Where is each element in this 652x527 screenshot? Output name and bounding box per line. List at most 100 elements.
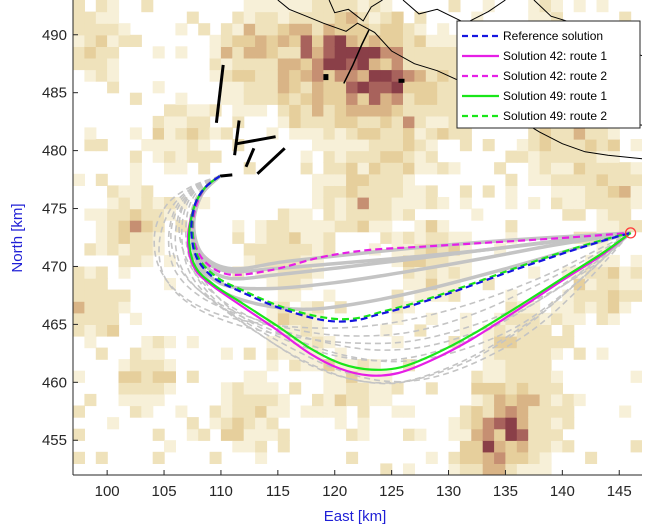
heatmap-cell	[391, 173, 404, 186]
heatmap-cell	[528, 382, 541, 395]
heatmap-cell	[368, 69, 381, 82]
heatmap-cell	[562, 324, 575, 337]
heatmap-cell	[368, 359, 381, 372]
legend: Reference solution Solution 42: route 1 So…	[456, 20, 641, 129]
heatmap-cell	[243, 46, 256, 59]
heatmap-cell	[107, 11, 120, 24]
heatmap-cell	[539, 440, 552, 453]
heatmap-cell	[346, 104, 359, 117]
heatmap-cell	[277, 243, 290, 256]
heatmap-cell	[84, 289, 97, 302]
heatmap-cell	[266, 92, 279, 105]
x-tick-label: 100	[95, 483, 120, 500]
heatmap-cell	[528, 347, 541, 360]
legend-label: Solution 42: route 1	[503, 49, 607, 63]
candidate-routes	[153, 174, 632, 385]
heatmap-cell	[380, 220, 393, 233]
heatmap-cell	[266, 428, 279, 441]
heatmap-cell	[334, 57, 347, 71]
heatmap-cell	[425, 139, 438, 152]
heatmap-cell	[141, 347, 154, 360]
heatmap-cell	[243, 254, 256, 268]
heatmap-cell	[95, 208, 108, 221]
heatmap-cell	[141, 336, 154, 349]
heatmap-cell	[129, 173, 142, 186]
series-solution-42-route-1	[186, 175, 632, 377]
heatmap-cell	[84, 139, 97, 152]
heatmap-cell	[198, 23, 211, 36]
heatmap-cell	[357, 417, 370, 430]
heatmap-cell	[152, 382, 165, 395]
heatmap-cell	[323, 139, 336, 152]
heatmap-cell	[630, 162, 642, 175]
heatmap-cell	[630, 278, 642, 291]
heatmap-cell	[482, 359, 495, 372]
heatmap-cell	[289, 104, 302, 117]
heatmap-cell	[437, 266, 450, 279]
heatmap-cell	[266, 243, 279, 256]
heatmap-cell	[471, 440, 484, 453]
heatmap-cell	[95, 347, 108, 360]
heatmap-cell	[607, 197, 620, 210]
heatmap-cell	[551, 417, 563, 430]
heatmap-cell	[516, 417, 529, 430]
heatmap-cell	[107, 34, 120, 47]
heatmap-cell	[585, 301, 598, 314]
heatmap-cell	[630, 289, 642, 302]
heatmap-cell	[312, 336, 324, 349]
heatmap-cell	[357, 185, 370, 198]
heatmap-cell	[164, 370, 176, 383]
heatmap-cell	[277, 104, 290, 117]
heatmap-cell	[482, 139, 495, 152]
heatmap-cell	[129, 370, 142, 383]
heatmap-cell	[403, 405, 415, 418]
heatmap-cell	[630, 370, 642, 383]
heatmap-cell	[505, 173, 518, 186]
heatmap-cell	[528, 370, 541, 383]
heatmap-cell	[152, 370, 165, 383]
heatmap-cell	[118, 185, 131, 198]
heatmap-cell	[73, 312, 85, 325]
heatmap-cell	[323, 185, 336, 198]
heatmap-cell	[380, 46, 393, 59]
heatmap-cell	[528, 266, 541, 279]
heatmap-cell	[255, 440, 268, 453]
heatmap-cell	[562, 336, 575, 349]
heatmap-cell	[368, 382, 381, 395]
heatmap-cell	[562, 185, 575, 198]
heatmap-cell	[596, 150, 609, 163]
heatmap-cell	[289, 382, 302, 395]
heatmap-cell	[300, 312, 313, 325]
heatmap-cell	[198, 127, 211, 140]
heatmap-cell	[73, 57, 85, 71]
heatmap-cell	[630, 266, 642, 279]
heatmap-cell	[380, 11, 393, 24]
heatmap-cell	[459, 197, 472, 210]
heatmap-cell	[414, 34, 427, 47]
heatmap-cell	[209, 46, 222, 59]
target-marker	[624, 227, 637, 239]
heatmap-cell	[175, 162, 188, 175]
heatmap-cell	[539, 417, 552, 430]
heatmap-cell	[277, 92, 290, 105]
heatmap-cell	[175, 104, 188, 117]
heatmap-cell	[425, 127, 438, 140]
coastline-segment	[402, 0, 506, 24]
heatmap-cell	[551, 370, 563, 383]
heatmap-cell	[482, 417, 495, 430]
heatmap-cell	[516, 451, 529, 464]
heatmap-cell	[516, 463, 529, 475]
heatmap-cell	[357, 139, 370, 152]
heatmap-cell	[391, 127, 404, 140]
heatmap-cell	[300, 231, 313, 244]
heatmap-cell	[118, 220, 131, 233]
heatmap-cell	[403, 278, 415, 291]
heatmap-cell	[141, 197, 154, 210]
heatmap-cell	[573, 347, 586, 360]
heatmap-cell	[73, 173, 85, 186]
heatmap-cell	[255, 382, 268, 395]
heatmap-cell	[562, 312, 575, 325]
heatmap-cell	[425, 57, 438, 71]
heatmap-cell	[243, 243, 256, 256]
heatmap-cell	[437, 115, 450, 129]
